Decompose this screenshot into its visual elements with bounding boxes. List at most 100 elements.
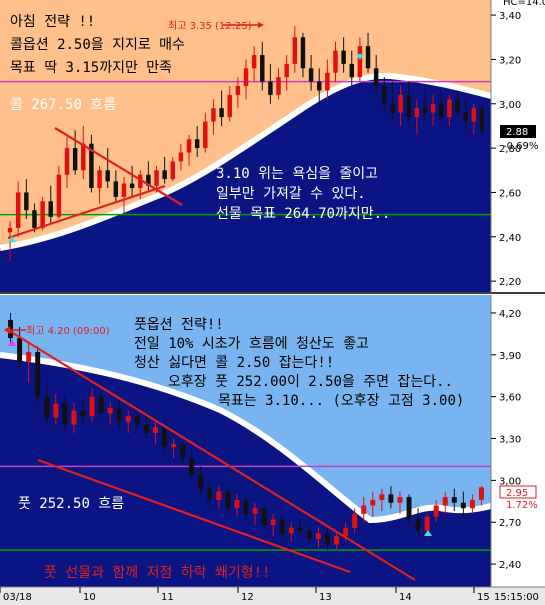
call-candle-41[interactable] [341,51,345,64]
put-candle-51[interactable] [470,500,475,508]
call-candle-43[interactable] [358,46,362,77]
call-candle-26[interactable] [219,108,223,117]
put-candle-10[interactable] [99,397,104,414]
call-candle-28[interactable] [236,86,240,95]
put-candle-9[interactable] [90,397,95,417]
call-candle-21[interactable] [179,153,183,162]
put-candle-38[interactable] [352,514,357,528]
put-candle-17[interactable] [162,427,167,447]
put-candle-1[interactable] [17,338,22,362]
call-candle-52[interactable] [431,104,435,113]
call-candle-38[interactable] [317,82,321,91]
put-candle-40[interactable] [370,500,375,506]
call-candle-47[interactable] [390,104,394,113]
put-candle-33[interactable] [307,531,312,539]
call-candle-18[interactable] [154,170,158,186]
call-candle-31[interactable] [260,55,264,82]
call-candle-53[interactable] [439,104,443,117]
call-candle-5[interactable] [49,201,53,217]
call-candle-1[interactable] [16,192,20,227]
put-candle-15[interactable] [144,425,149,433]
call-candle-20[interactable] [171,161,175,179]
call-candle-14[interactable] [122,184,126,197]
call-candle-13[interactable] [114,181,118,197]
put-candle-20[interactable] [189,458,194,475]
call-candle-50[interactable] [415,108,419,117]
call-candle-25[interactable] [211,108,215,121]
call-candle-4[interactable] [40,201,44,228]
put-candle-37[interactable] [343,528,348,536]
call-candle-48[interactable] [398,95,402,113]
put-candle-18[interactable] [171,444,176,447]
put-candle-36[interactable] [334,536,339,544]
call-candle-35[interactable] [293,37,297,64]
put-candle-13[interactable] [126,416,131,422]
put-candle-26[interactable] [244,500,249,514]
call-candle-51[interactable] [423,108,427,112]
call-candle-9[interactable] [81,144,85,171]
put-candle-21[interactable] [198,475,203,489]
put-candle-31[interactable] [289,528,294,534]
put-candle-25[interactable] [234,500,239,508]
call-candle-55[interactable] [455,99,459,112]
put-candle-28[interactable] [262,508,267,525]
put-candle-41[interactable] [379,494,384,500]
call-candle-57[interactable] [472,108,476,121]
call-candle-49[interactable] [406,95,410,117]
put-candle-6[interactable] [62,404,67,425]
put-candle-30[interactable] [280,519,285,533]
call-candle-8[interactable] [73,148,77,170]
put-candle-50[interactable] [461,503,466,509]
put-candle-23[interactable] [216,492,221,500]
put-candle-45[interactable] [416,519,421,530]
call-candle-15[interactable] [130,184,134,188]
put-candle-47[interactable] [434,505,439,516]
put-candle-11[interactable] [108,408,113,414]
put-candle-16[interactable] [153,427,158,433]
put-candle-42[interactable] [388,494,393,502]
put-candle-7[interactable] [71,411,76,425]
call-candle-22[interactable] [187,139,191,152]
call-candle-6[interactable] [57,175,61,217]
put-candle-27[interactable] [253,508,258,514]
call-candle-34[interactable] [284,64,288,77]
put-candle-2[interactable] [26,352,31,362]
call-candle-33[interactable] [276,77,280,95]
put-candle-35[interactable] [325,533,330,544]
call-candle-3[interactable] [32,210,36,228]
put-candle-4[interactable] [44,397,49,418]
call-candle-39[interactable] [325,73,329,91]
call-candle-24[interactable] [203,122,207,149]
put-candle-12[interactable] [117,408,122,422]
call-candle-46[interactable] [382,86,386,104]
put-candle-5[interactable] [53,404,58,418]
put-candle-44[interactable] [407,497,412,519]
call-candle-30[interactable] [252,55,256,68]
call-candle-11[interactable] [97,170,101,188]
call-candle-2[interactable] [24,192,28,210]
call-candle-37[interactable] [309,68,313,81]
put-candle-19[interactable] [180,444,185,458]
put-candle-39[interactable] [361,505,366,513]
put-candle-32[interactable] [298,528,303,531]
call-candle-36[interactable] [301,37,305,68]
call-candle-12[interactable] [105,170,109,181]
call-candle-23[interactable] [195,139,199,148]
call-candle-29[interactable] [244,68,248,86]
put-candle-43[interactable] [397,497,402,503]
put-candle-52[interactable] [479,487,484,500]
put-candle-48[interactable] [443,497,448,505]
put-candle-46[interactable] [425,517,430,531]
call-candle-54[interactable] [447,99,451,117]
call-candle-7[interactable] [65,148,69,175]
put-candle-29[interactable] [271,519,276,525]
call-candle-0[interactable] [8,228,12,232]
call-candle-19[interactable] [162,170,166,179]
call-candle-45[interactable] [374,68,378,86]
put-candle-8[interactable] [80,411,85,417]
put-candle-49[interactable] [452,497,457,503]
put-candle-14[interactable] [135,416,140,424]
call-candle-40[interactable] [333,51,337,73]
call-candle-44[interactable] [366,46,370,68]
put-candle-22[interactable] [207,489,212,500]
